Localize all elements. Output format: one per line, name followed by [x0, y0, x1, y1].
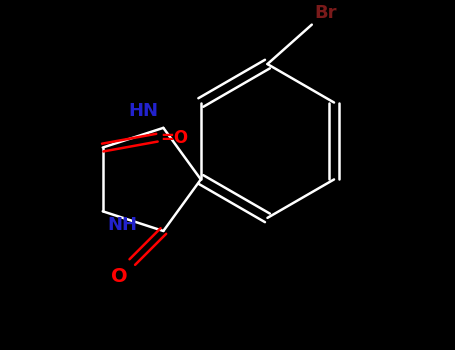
Text: Br: Br: [315, 4, 337, 22]
Text: NH: NH: [108, 216, 138, 234]
Text: HN: HN: [128, 102, 158, 120]
Text: =O: =O: [160, 129, 188, 147]
Text: O: O: [111, 267, 127, 286]
